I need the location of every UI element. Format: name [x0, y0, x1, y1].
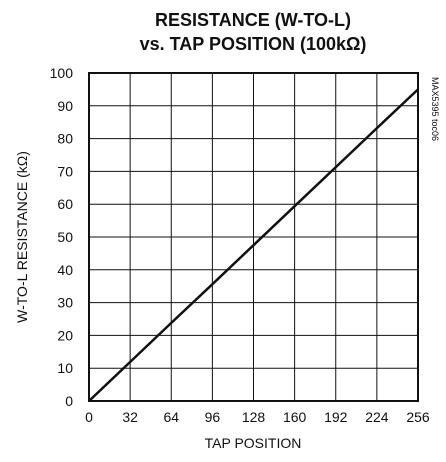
- series-line: [88, 88, 419, 402]
- plot-frame: [88, 72, 419, 402]
- y-tick-label: 30: [57, 295, 73, 311]
- x-tick-label: 128: [242, 409, 266, 425]
- x-tick-label: 224: [365, 409, 389, 425]
- y-tick-label: 20: [57, 327, 73, 343]
- x-tick-label: 96: [205, 409, 221, 425]
- y-tick-label: 50: [57, 229, 73, 245]
- y-tick-label: 60: [57, 196, 73, 212]
- y-tick-label: 10: [57, 360, 73, 376]
- x-tick-label: 32: [122, 409, 138, 425]
- x-tick-label: 160: [283, 409, 307, 425]
- y-tick-label: 0: [65, 393, 73, 409]
- x-tick-label: 0: [85, 409, 93, 425]
- y-tick-label: 70: [57, 163, 73, 179]
- chart-title-line2: vs. TAP POSITION (100kΩ): [140, 34, 367, 54]
- y-tick-label: 80: [57, 131, 73, 147]
- chart-title-line1: RESISTANCE (W-TO-L): [155, 10, 351, 30]
- x-axis-label: TAP POSITION: [205, 435, 302, 451]
- y-axis-label: W-TO-L RESISTANCE (kΩ): [14, 151, 30, 323]
- x-tick-labels: 0 32 64 96 128 160 192 224 256: [85, 409, 430, 425]
- y-tick-labels: 0 10 20 30 40 50 60 70 80 90 100: [50, 65, 74, 409]
- figure-reference: MAX5395 toc06: [430, 77, 440, 141]
- grid: [88, 72, 419, 402]
- y-tick-label: 100: [50, 65, 74, 81]
- x-tick-label: 256: [406, 409, 430, 425]
- x-tick-label: 64: [163, 409, 179, 425]
- y-tick-label: 90: [57, 98, 73, 114]
- y-tick-label: 40: [57, 262, 73, 278]
- x-tick-label: 192: [324, 409, 348, 425]
